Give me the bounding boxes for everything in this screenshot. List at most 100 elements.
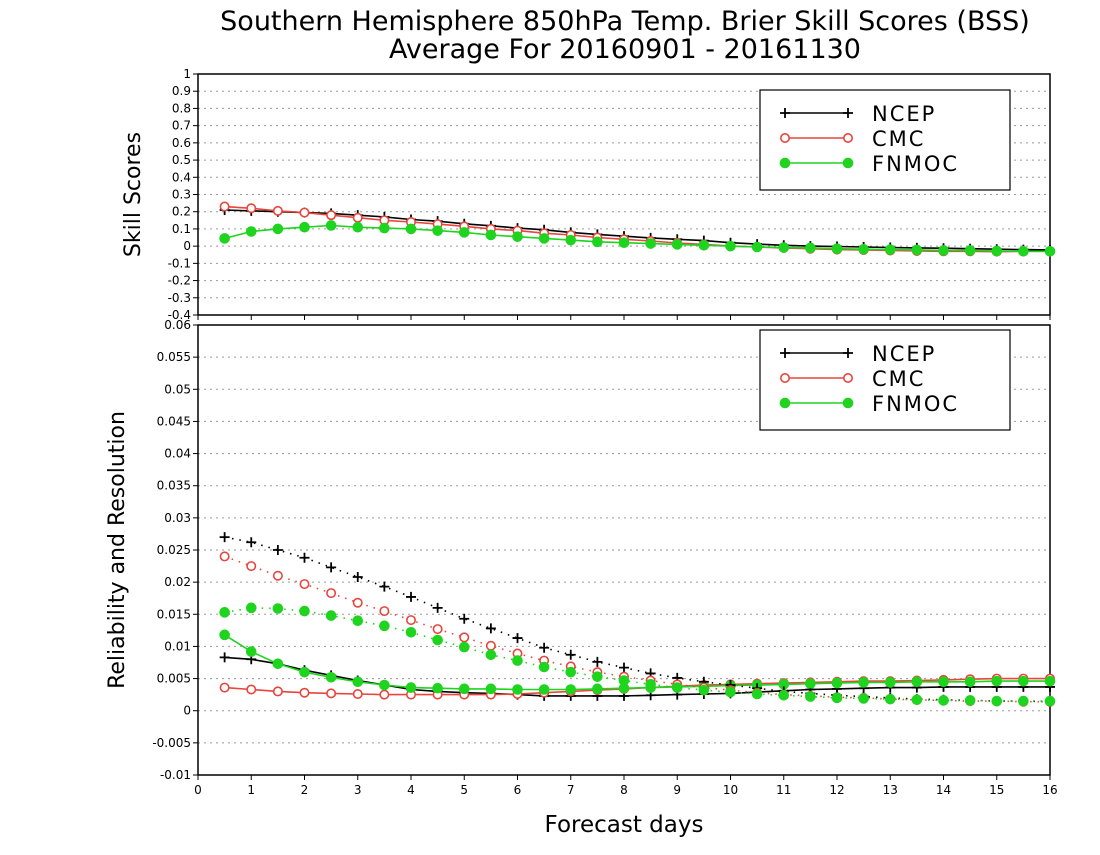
data-point-fnmoc: [245, 602, 257, 614]
x-axis-label: Forecast days: [545, 812, 704, 838]
data-point-fnmoc: [671, 239, 683, 250]
x-tick-label: 6: [514, 783, 522, 797]
data-point-ncep: [512, 633, 523, 644]
data-point-cmc: [379, 689, 390, 700]
data-point-cmc: [352, 212, 363, 223]
y-axis-label: Skill Scores: [121, 132, 146, 257]
x-tick-label: 4: [407, 783, 415, 797]
x-tick-label: 0: [194, 783, 202, 797]
data-point-fnmoc: [831, 692, 843, 704]
data-point-fnmoc: [325, 220, 337, 231]
data-point-fnmoc: [272, 658, 284, 670]
y-tick-label: -0.4: [168, 308, 191, 322]
data-point-cmc: [432, 624, 443, 635]
y-tick-label: 0.05: [164, 382, 191, 396]
data-point-ncep: [406, 591, 416, 602]
data-point-cmc: [219, 201, 230, 212]
data-point-cmc: [485, 640, 496, 651]
x-tick-label: 1: [247, 783, 255, 797]
x-tick-label: 13: [883, 783, 898, 797]
data-point-fnmoc: [432, 682, 443, 694]
data-point-fnmoc: [299, 221, 310, 233]
series-line-fnmoc-dotted: [224, 607, 1050, 702]
y-tick-label: 0.015: [157, 607, 191, 621]
legend-marker-ncep: [780, 108, 790, 118]
data-point-fnmoc: [325, 671, 337, 683]
data-point-fnmoc: [831, 677, 843, 689]
y-tick-label: 0: [183, 239, 191, 253]
data-point-fnmoc: [751, 688, 763, 700]
data-point-fnmoc: [485, 683, 497, 695]
data-point-fnmoc: [405, 223, 417, 235]
data-point-ncep: [539, 642, 550, 653]
data-point-cmc: [299, 687, 310, 698]
data-point-fnmoc: [538, 233, 550, 244]
series-line-fnmoc-solid: [224, 634, 1050, 691]
chart-subtitle: Average For 20160901 - 20161130: [389, 34, 861, 65]
legend-label-ncep: NCEP: [872, 342, 936, 366]
data-point-fnmoc: [1018, 695, 1029, 707]
data-point-fnmoc: [512, 684, 523, 695]
data-point-cmc: [326, 210, 337, 221]
data-point-fnmoc: [991, 675, 1003, 687]
y-tick-label: 1: [183, 67, 191, 81]
data-point-fnmoc: [725, 686, 736, 698]
data-point-fnmoc: [512, 231, 523, 242]
x-tick-label: 5: [460, 783, 468, 797]
data-point-fnmoc: [352, 615, 364, 627]
data-point-fnmoc: [245, 226, 257, 237]
x-tick-label: 12: [829, 783, 844, 797]
data-point-fnmoc: [698, 684, 710, 696]
data-point-ncep: [379, 581, 390, 592]
data-point-ncep: [219, 652, 230, 663]
legend-label-fnmoc: FNMOC: [872, 392, 959, 416]
data-point-fnmoc: [432, 634, 443, 646]
data-point-cmc: [272, 570, 283, 581]
data-point-cmc: [326, 688, 337, 699]
data-point-ncep: [246, 537, 257, 548]
data-point-fnmoc: [884, 693, 896, 705]
data-point-cmc: [219, 682, 230, 693]
data-point-fnmoc: [858, 677, 869, 688]
y-tick-label: 0.5: [172, 153, 191, 167]
y-tick-label: 0.3: [172, 188, 191, 202]
data-point-fnmoc: [618, 237, 630, 248]
legend-marker-fnmoc: [842, 397, 854, 409]
y-tick-label: 0.1: [172, 222, 191, 236]
data-point-fnmoc: [272, 603, 284, 614]
y-tick-label: -0.1: [168, 256, 191, 270]
data-point-fnmoc: [565, 234, 577, 246]
data-point-fnmoc: [858, 693, 869, 704]
legend-box: [759, 89, 1011, 191]
data-point-fnmoc: [884, 677, 896, 688]
y-tick-label: 0.025: [157, 543, 191, 557]
data-point-cmc: [326, 588, 337, 599]
data-point-fnmoc: [911, 676, 923, 688]
data-point-cmc: [246, 203, 257, 214]
x-tick-label: 2: [301, 783, 309, 797]
y-tick-label: -0.01: [160, 768, 191, 782]
data-point-fnmoc: [1044, 675, 1056, 687]
y-tick-label: 0.02: [164, 575, 191, 589]
data-point-fnmoc: [991, 245, 1003, 257]
data-point-fnmoc: [352, 676, 364, 688]
y-tick-label: 0.9: [172, 84, 191, 98]
data-point-fnmoc: [272, 223, 284, 235]
data-point-fnmoc: [1018, 246, 1029, 257]
y-tick-label: 0.6: [172, 136, 191, 150]
legend-marker-cmc: [779, 372, 790, 383]
data-point-cmc: [272, 205, 283, 216]
data-point-fnmoc: [592, 236, 603, 248]
data-point-ncep: [485, 623, 496, 634]
data-point-fnmoc: [379, 620, 390, 632]
legend-marker-ncep: [843, 348, 853, 358]
y-tick-label: 0.035: [157, 479, 191, 493]
y-tick-label: -0.2: [168, 274, 191, 288]
data-point-fnmoc: [991, 695, 1003, 707]
x-tick-label: 15: [989, 783, 1004, 797]
skill-score-panel: -0.4 -0.3 -0.2 -0.1 0 0.1 0.2 0.3 0.4 0.5 0.6 0.7 0.…: [121, 67, 1056, 322]
x-tick-label: 3: [354, 783, 362, 797]
y-tick-label: 0.06: [164, 318, 191, 332]
data-point-fnmoc: [964, 245, 976, 256]
